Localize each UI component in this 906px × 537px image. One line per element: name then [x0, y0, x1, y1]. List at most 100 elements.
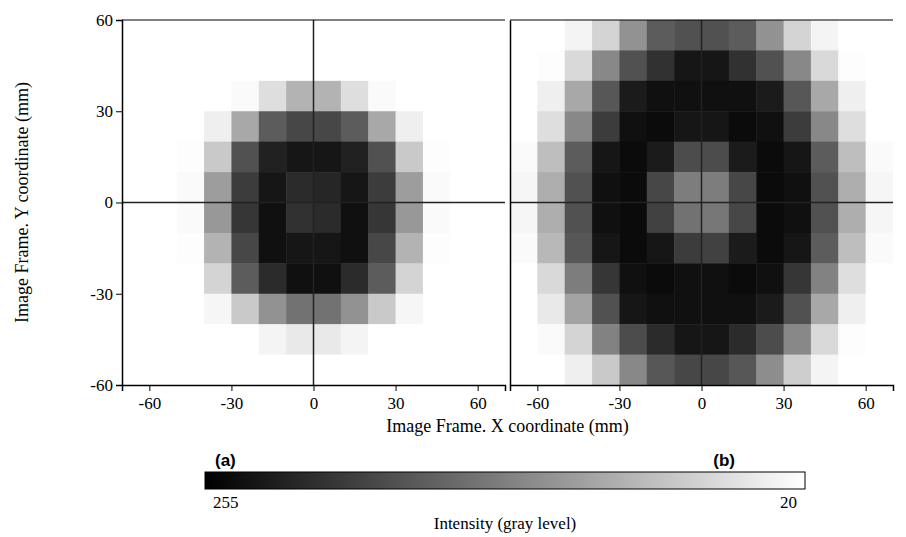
- heat-cell: [647, 111, 675, 142]
- heat-cell: [537, 111, 565, 142]
- heat-cell: [702, 324, 730, 355]
- heat-cell: [647, 172, 675, 203]
- heat-cell: [423, 324, 451, 355]
- heat-cell: [756, 81, 784, 112]
- heat-cell: [204, 233, 232, 264]
- x-tick-mark: [702, 385, 703, 391]
- heat-cell: [396, 20, 424, 51]
- heat-cell: [286, 50, 314, 81]
- x-tick: -30: [221, 385, 244, 413]
- heat-cell: [314, 355, 342, 385]
- heat-cell: [784, 355, 812, 385]
- heat-cell: [619, 111, 647, 142]
- heat-cell: [811, 81, 839, 112]
- heat-cell: [811, 324, 839, 355]
- heat-cell: [784, 20, 812, 51]
- heat-cell: [122, 111, 150, 142]
- heat-cell: [314, 142, 342, 173]
- heat-cell: [702, 20, 730, 51]
- x-tick-label: -60: [527, 394, 550, 413]
- heat-cell: [729, 81, 757, 112]
- heat-cell: [368, 203, 396, 234]
- heat-cell: [647, 355, 675, 385]
- heat-cell: [314, 81, 342, 112]
- heat-cell: [122, 294, 150, 325]
- heat-cell: [674, 111, 702, 142]
- heat-cell: [674, 203, 702, 234]
- heat-cell: [149, 20, 177, 51]
- heat-cell: [702, 111, 730, 142]
- heat-cell: [619, 294, 647, 325]
- heat-cell: [478, 20, 505, 51]
- heat-cell: [149, 172, 177, 203]
- heat-cell: [756, 233, 784, 264]
- heat-cell: [619, 203, 647, 234]
- heat-cell: [259, 172, 287, 203]
- color-bar: [205, 472, 805, 489]
- heat-cell: [838, 355, 866, 385]
- x-tick: -60: [527, 385, 550, 413]
- heat-cell: [729, 355, 757, 385]
- heat-cell: [674, 20, 702, 51]
- heat-cell: [647, 81, 675, 112]
- heat-cell: [702, 203, 730, 234]
- color-bar-tick-label: 20: [780, 493, 797, 512]
- heat-cell: [341, 294, 369, 325]
- heat-cell: [368, 81, 396, 112]
- color-bar-tick-label: 255: [213, 493, 239, 512]
- x-tick-mark: [231, 385, 232, 391]
- heat-cell: [510, 81, 538, 112]
- heat-cell: [286, 203, 314, 234]
- heat-cell: [368, 20, 396, 51]
- heat-cell: [537, 203, 565, 234]
- heat-cell: [811, 142, 839, 173]
- heat-cell: [702, 142, 730, 173]
- heat-cell: [510, 20, 538, 51]
- heat-cell: [729, 172, 757, 203]
- heat-cell: [450, 50, 478, 81]
- y-axis-title: Image Frame. Y coordinate (mm): [12, 82, 33, 323]
- heat-cell: [231, 50, 259, 81]
- x-tick-mark: [619, 385, 620, 391]
- heat-cell: [784, 263, 812, 294]
- y-tick: 30: [96, 102, 122, 121]
- heat-cell: [510, 263, 538, 294]
- heat-cell: [396, 142, 424, 173]
- heat-cell: [149, 81, 177, 112]
- heat-cell: [341, 263, 369, 294]
- heat-cell: [784, 111, 812, 142]
- heat-cell: [619, 142, 647, 173]
- heat-cell: [149, 142, 177, 173]
- heat-cell: [784, 172, 812, 203]
- heat-cell: [286, 81, 314, 112]
- heat-cell: [286, 294, 314, 325]
- heat-cell: [866, 81, 893, 112]
- heat-cell: [866, 50, 893, 81]
- heat-cell: [314, 20, 342, 51]
- heat-cell: [838, 324, 866, 355]
- heat-cell: [866, 142, 893, 173]
- heat-cell: [231, 294, 259, 325]
- heat-cell: [838, 294, 866, 325]
- y-tick-mark: [116, 203, 122, 204]
- heat-cell: [286, 20, 314, 51]
- x-tick-mark: [478, 385, 479, 391]
- heat-cell: [702, 355, 730, 385]
- heat-cell: [811, 294, 839, 325]
- heat-cell: [286, 324, 314, 355]
- x-tick-mark: [537, 385, 538, 391]
- heat-cell: [341, 233, 369, 264]
- heat-cell: [149, 263, 177, 294]
- panel-label: (b): [713, 451, 735, 470]
- heat-cell: [756, 263, 784, 294]
- heat-cell: [510, 111, 538, 142]
- x-tick-label: 60: [470, 394, 487, 413]
- heat-cell: [647, 142, 675, 173]
- heat-cell: [478, 111, 505, 142]
- x-tick-mark: [149, 385, 150, 391]
- heat-cell: [314, 50, 342, 81]
- heat-cell: [647, 203, 675, 234]
- heat-cell: [756, 294, 784, 325]
- heat-cell: [396, 355, 424, 385]
- heat-cell: [729, 263, 757, 294]
